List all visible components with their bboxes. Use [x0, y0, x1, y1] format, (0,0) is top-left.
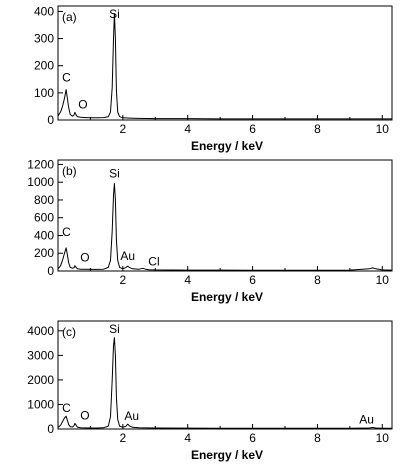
y-tick-label: 300: [34, 32, 54, 46]
x-tick-label: 10: [376, 273, 390, 287]
x-tick-label: 4: [184, 273, 191, 287]
y-tick-label: 2000: [27, 373, 54, 387]
plot-frame: [57, 320, 393, 430]
x-axis-title: Energy / keV: [191, 290, 263, 304]
plot-frame: [57, 159, 393, 272]
y-tick-label: 800: [34, 193, 54, 207]
y-tick-label: 600: [34, 211, 54, 225]
panel-label: (b): [62, 164, 77, 178]
x-tick-label: 2: [120, 431, 127, 445]
y-tick-label: 100: [34, 86, 54, 100]
x-tick-label: 6: [249, 431, 256, 445]
x-tick-label: 10: [376, 122, 390, 136]
x-tick-label: 2: [120, 273, 127, 287]
x-tick-label: 10: [376, 431, 390, 445]
x-tick-label: 4: [184, 122, 191, 136]
x-tick-label: 8: [314, 273, 321, 287]
panel-label: (c): [62, 325, 76, 339]
y-tick-label: 200: [34, 246, 54, 260]
peak-label-au: Au: [359, 413, 374, 427]
x-axis-title: Energy / keV: [191, 448, 263, 462]
panel-label: (a): [62, 10, 77, 24]
y-tick-label: 1000: [27, 175, 54, 189]
y-tick-label: 1200: [27, 157, 54, 171]
plot-frame: [57, 5, 393, 121]
peak-label-si: Si: [109, 7, 120, 21]
panel-3: 2 4 6 8 10 0 1000 2000 3000 4000 Energy / keV (c) Si…: [27, 320, 393, 462]
peak-label-au: Au: [124, 409, 139, 423]
peak-label-au: Au: [120, 249, 135, 263]
x-tick-label: 6: [249, 122, 256, 136]
y-tick-label: 0: [47, 264, 54, 278]
peak-label-c: C: [62, 71, 71, 85]
y-tick-label: 0: [47, 422, 54, 436]
panel-2: 2 4 6 8 10 0 200 400 600 800 1000 1200 Energy / keV (…: [27, 157, 393, 304]
peak-label-o: O: [80, 251, 89, 265]
x-axis-title: Energy / keV: [191, 139, 263, 153]
x-tick-label: 8: [314, 122, 321, 136]
x-tick-label: 4: [184, 431, 191, 445]
peak-label-o: O: [78, 97, 87, 111]
peak-label-c: C: [62, 401, 71, 415]
peak-label-si: Si: [109, 167, 120, 181]
y-tick-label: 0: [47, 113, 54, 127]
x-tick-label: 8: [314, 431, 321, 445]
y-tick-label: 4000: [27, 324, 54, 338]
y-tick-label: 3000: [27, 348, 54, 362]
y-tick-label: 400: [34, 4, 54, 18]
x-tick-label: 6: [249, 273, 256, 287]
y-tick-label: 200: [34, 59, 54, 73]
spectrum-line: [57, 337, 393, 429]
peak-label-o: O: [80, 408, 89, 422]
spectrum-line: [57, 13, 393, 120]
x-tick-label: 2: [120, 122, 127, 136]
peak-label-c: C: [62, 225, 71, 239]
spectrum-line: [57, 183, 393, 271]
peak-label-cl: Cl: [148, 254, 159, 268]
peak-label-si: Si: [109, 322, 120, 336]
y-tick-label: 400: [34, 228, 54, 242]
y-tick-label: 1000: [27, 397, 54, 411]
